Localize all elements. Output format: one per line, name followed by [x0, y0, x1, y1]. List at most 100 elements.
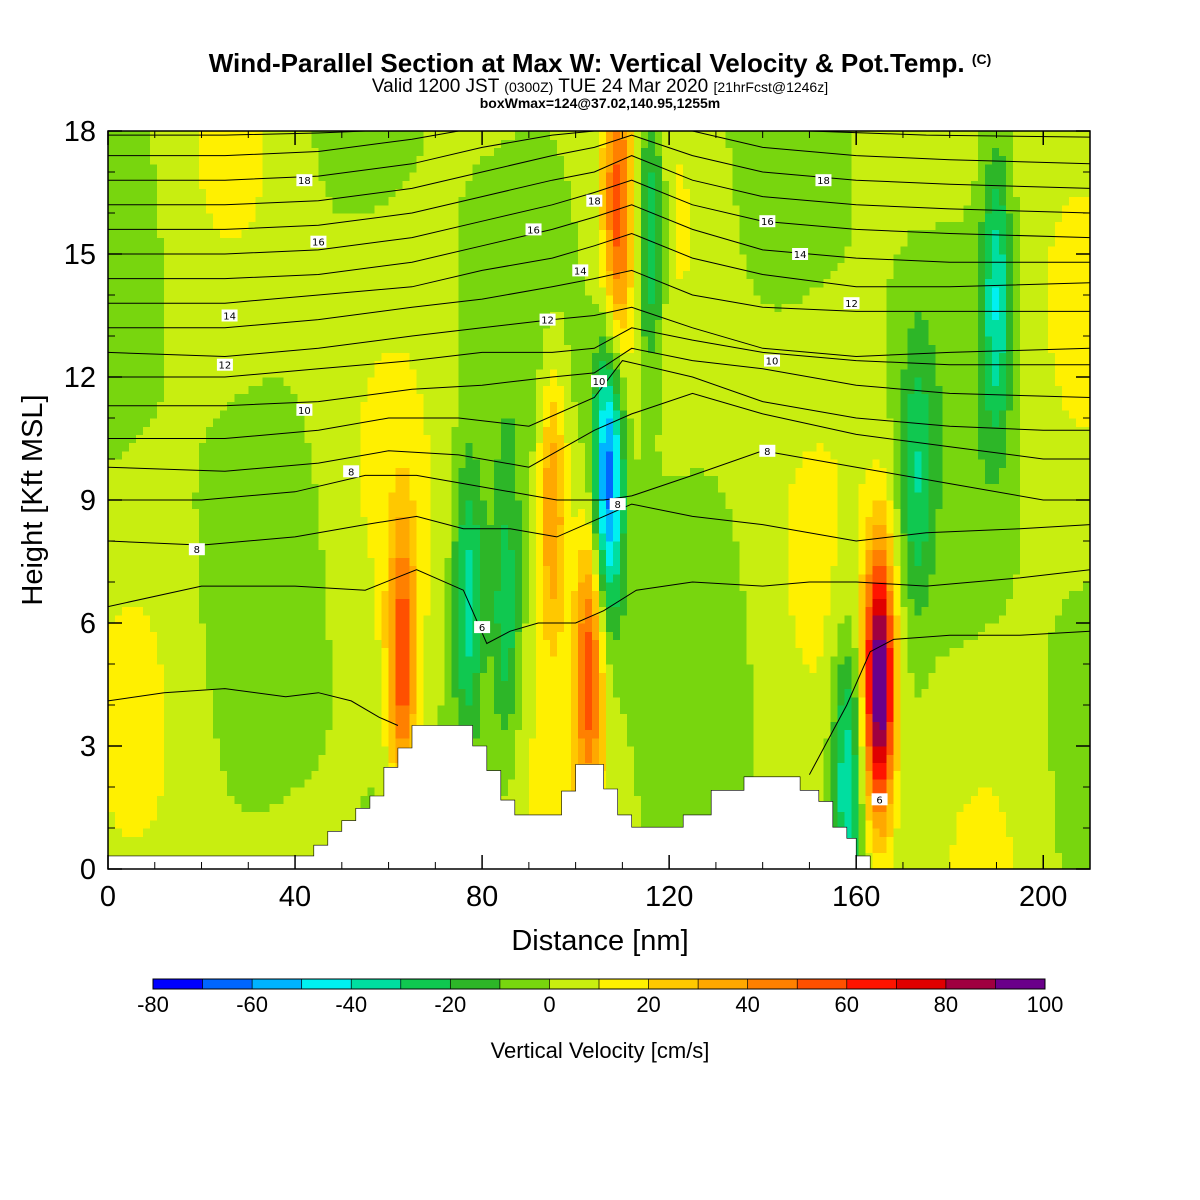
field-cell: [164, 729, 172, 739]
field-cell: [311, 737, 320, 747]
field-cell: [865, 680, 874, 690]
field-cell: [521, 754, 530, 763]
field-cell: [1054, 705, 1063, 714]
field-cell: [746, 746, 754, 755]
field-cell: [570, 688, 579, 698]
field-cell: [150, 811, 158, 821]
field-cell: [115, 606, 123, 616]
field-cell: [521, 598, 530, 608]
field-cell: [374, 721, 383, 731]
field-cell: [248, 696, 256, 706]
field-cell: [1040, 705, 1049, 714]
field-cell: [178, 705, 186, 714]
field-cell: [549, 688, 558, 698]
field-cell: [262, 828, 270, 837]
field-cell: [1047, 819, 1056, 829]
field-cell: [178, 598, 186, 608]
field-cell: [220, 631, 228, 640]
field-cell: [297, 705, 305, 714]
field-cell: [690, 631, 698, 640]
field-cell: [935, 762, 944, 772]
field-cell: [676, 778, 684, 788]
field-cell: [963, 688, 972, 698]
field-cell: [900, 688, 909, 698]
field-cell: [591, 664, 600, 673]
field-cell: [676, 590, 684, 599]
field-cell: [1047, 778, 1056, 788]
field-cell: [851, 778, 860, 788]
field-cell: [437, 705, 446, 714]
field-cell: [893, 721, 902, 731]
field-cell: [669, 573, 677, 583]
field-cell: [620, 672, 628, 681]
field-cell: [360, 655, 369, 665]
field-cell: [178, 836, 186, 845]
field-cell: [493, 754, 502, 763]
field-cell: [374, 762, 383, 772]
field-cell: [613, 778, 621, 788]
field-cell: [458, 664, 467, 673]
field-cell: [122, 795, 130, 804]
field-cell: [1082, 795, 1090, 804]
field-cell: [648, 696, 656, 706]
field-cell: [227, 647, 235, 657]
field-cell: [627, 606, 635, 616]
field-cell: [886, 811, 895, 821]
field-cell: [283, 737, 291, 747]
field-cell: [325, 721, 334, 731]
field-cell: [816, 582, 825, 591]
field-cell: [732, 713, 740, 722]
field-cell: [115, 590, 123, 599]
field-cell: [865, 844, 874, 854]
field-cell: [998, 664, 1007, 673]
field-cell: [725, 688, 733, 698]
field-cell: [493, 598, 502, 608]
field-cell: [514, 770, 523, 780]
field-cell: [283, 623, 291, 632]
field-cell: [1082, 713, 1090, 722]
field-cell: [171, 762, 179, 772]
field-cell: [542, 672, 551, 681]
field-cell: [430, 598, 439, 608]
field-cell: [858, 614, 867, 624]
field-cell: [641, 639, 649, 649]
field-cell: [879, 713, 888, 722]
field-cell: [844, 762, 853, 772]
field-cell: [591, 713, 600, 722]
field-cell: [269, 623, 277, 632]
field-cell: [136, 787, 144, 796]
field-cell: [486, 737, 495, 747]
field-cell: [921, 852, 930, 862]
field-cell: [1047, 582, 1056, 591]
field-cell: [374, 582, 383, 591]
field-cell: [549, 606, 558, 616]
field-cell: [234, 787, 242, 796]
field-cell: [199, 754, 207, 763]
field-cell: [535, 631, 544, 640]
field-cell: [1047, 852, 1056, 862]
field-cell: [150, 828, 158, 837]
field-cell: [318, 639, 327, 649]
field-cell: [360, 614, 369, 624]
field-cell: [620, 696, 628, 706]
field-cell: [928, 688, 937, 698]
field-cell: [795, 688, 804, 698]
field-cell: [500, 631, 509, 640]
field-cell: [437, 582, 446, 591]
field-cell: [648, 590, 656, 599]
field-cell: [1082, 614, 1090, 624]
field-cell: [606, 647, 614, 657]
field-cell: [970, 737, 979, 747]
field-cell: [1082, 680, 1090, 690]
field-cell: [774, 729, 782, 739]
field-cell: [872, 729, 881, 739]
field-cell: [192, 795, 200, 804]
field-cell: [521, 721, 530, 731]
field-cell: [381, 573, 390, 583]
field-cell: [683, 778, 691, 788]
field-cell: [136, 696, 144, 706]
field-cell: [760, 770, 768, 780]
field-cell: [542, 746, 551, 755]
field-cell: [185, 836, 193, 845]
field-cell: [942, 737, 951, 747]
